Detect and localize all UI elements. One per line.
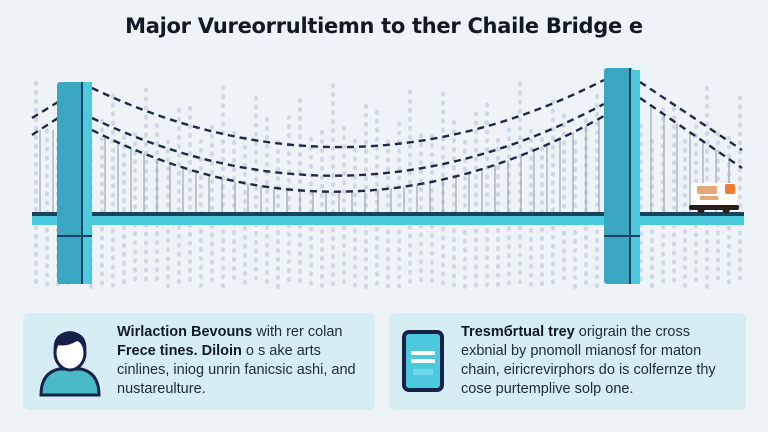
card-text: Tresmбrtual trey origrain the cross exbn… — [461, 324, 716, 397]
bridge-deck — [32, 216, 744, 225]
person-icon — [37, 325, 103, 401]
suspender-cables — [39, 105, 730, 212]
van-icon — [689, 183, 739, 214]
page-title: Major Vureorrultiemn to ther Chaile Brid… — [125, 14, 643, 38]
left-tower — [57, 82, 92, 284]
info-card-person: Wirlaction Bevouns with rer colan Frece … — [23, 313, 375, 410]
main-cables — [31, 78, 743, 193]
bridge-deck-edge — [32, 212, 744, 216]
right-tower — [604, 68, 640, 284]
bridge-illustration — [0, 60, 768, 290]
card-text: Wirlaction Bevouns with rer colan Frece … — [117, 324, 356, 397]
tablet-icon — [401, 329, 445, 397]
info-card-tablet: Tresmбrtual trey origrain the cross exbn… — [389, 313, 746, 410]
